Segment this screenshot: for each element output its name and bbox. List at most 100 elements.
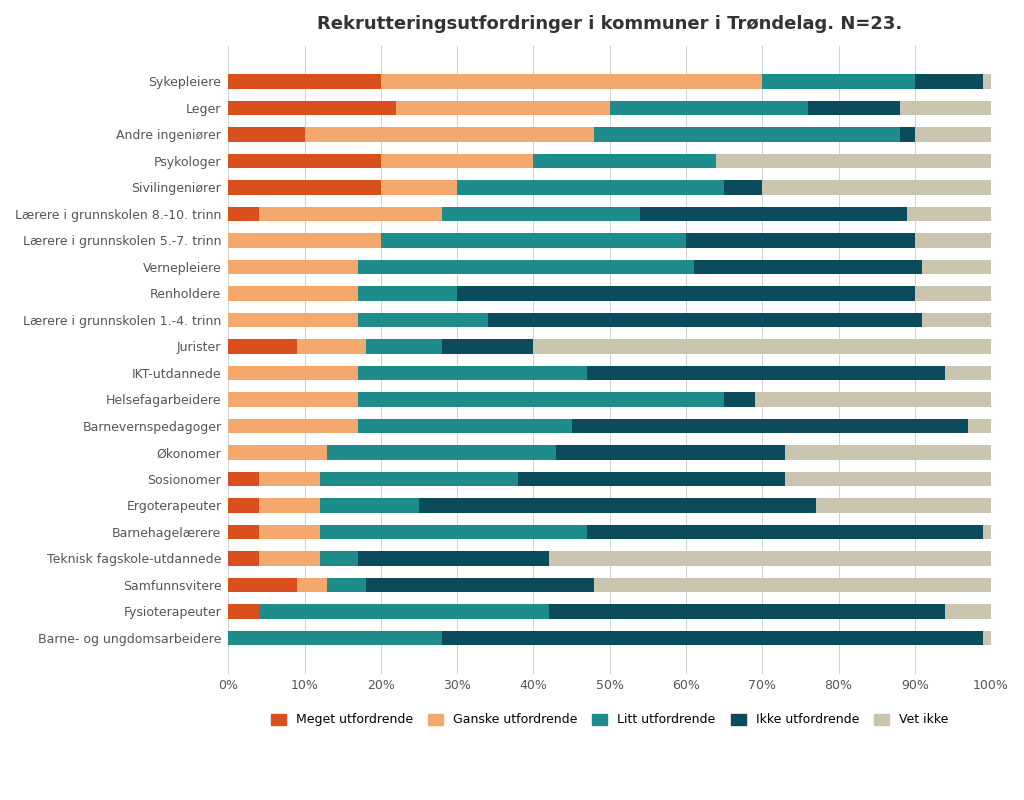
Bar bbox=[983, 74, 991, 89]
Bar bbox=[914, 74, 983, 89]
Bar bbox=[228, 418, 358, 433]
Bar bbox=[549, 551, 991, 566]
Bar bbox=[785, 445, 991, 460]
Bar bbox=[914, 233, 991, 248]
Bar bbox=[366, 339, 442, 354]
Bar bbox=[755, 392, 991, 406]
Bar bbox=[259, 498, 319, 513]
Bar bbox=[724, 392, 755, 406]
Bar bbox=[968, 418, 991, 433]
Bar bbox=[549, 604, 945, 618]
Bar bbox=[717, 154, 991, 168]
Bar bbox=[381, 180, 457, 194]
Bar bbox=[228, 471, 259, 486]
Bar bbox=[259, 604, 549, 618]
Bar bbox=[609, 101, 808, 115]
Bar bbox=[228, 339, 297, 354]
Bar bbox=[358, 366, 587, 380]
Bar bbox=[228, 445, 328, 460]
Bar bbox=[228, 101, 396, 115]
Bar bbox=[228, 233, 381, 248]
Bar bbox=[587, 366, 945, 380]
Bar bbox=[693, 260, 923, 274]
Bar bbox=[923, 313, 991, 327]
Bar bbox=[319, 551, 358, 566]
Bar bbox=[640, 206, 907, 222]
Bar bbox=[304, 127, 595, 142]
Bar bbox=[228, 630, 442, 645]
Bar bbox=[724, 180, 762, 194]
Bar bbox=[595, 578, 991, 592]
Bar bbox=[228, 260, 358, 274]
Bar bbox=[899, 101, 991, 115]
Bar bbox=[442, 630, 983, 645]
Bar bbox=[816, 498, 991, 513]
Title: Rekrutteringsutfordringer i kommuner i Trøndelag. N=23.: Rekrutteringsutfordringer i kommuner i T… bbox=[317, 15, 902, 33]
Bar bbox=[228, 180, 381, 194]
Bar bbox=[358, 551, 549, 566]
Bar bbox=[228, 392, 358, 406]
Bar bbox=[945, 604, 991, 618]
Bar bbox=[328, 578, 366, 592]
Bar bbox=[457, 180, 724, 194]
Bar bbox=[366, 578, 595, 592]
Bar bbox=[228, 127, 304, 142]
Bar bbox=[518, 471, 785, 486]
Bar bbox=[442, 339, 534, 354]
Bar bbox=[259, 551, 319, 566]
Bar bbox=[808, 101, 899, 115]
Legend: Meget utfordrende, Ganske utfordrende, Litt utfordrende, Ikke utfordrende, Vet i: Meget utfordrende, Ganske utfordrende, L… bbox=[267, 710, 952, 730]
Bar bbox=[983, 630, 991, 645]
Bar bbox=[259, 471, 319, 486]
Bar bbox=[381, 233, 686, 248]
Bar bbox=[785, 471, 991, 486]
Bar bbox=[762, 74, 914, 89]
Bar bbox=[358, 260, 693, 274]
Bar bbox=[228, 154, 381, 168]
Bar bbox=[228, 551, 259, 566]
Bar bbox=[914, 286, 991, 301]
Bar bbox=[381, 154, 534, 168]
Bar bbox=[899, 127, 914, 142]
Bar bbox=[328, 445, 556, 460]
Bar bbox=[983, 525, 991, 539]
Bar bbox=[297, 339, 366, 354]
Bar bbox=[914, 127, 991, 142]
Bar bbox=[762, 180, 991, 194]
Bar bbox=[259, 525, 319, 539]
Bar bbox=[534, 339, 991, 354]
Bar bbox=[595, 127, 899, 142]
Bar bbox=[319, 525, 587, 539]
Bar bbox=[534, 154, 717, 168]
Bar bbox=[228, 206, 259, 222]
Bar bbox=[556, 445, 785, 460]
Bar bbox=[587, 525, 983, 539]
Bar bbox=[358, 313, 487, 327]
Bar bbox=[228, 74, 381, 89]
Bar bbox=[228, 366, 358, 380]
Bar bbox=[228, 498, 259, 513]
Bar bbox=[228, 313, 358, 327]
Bar bbox=[358, 418, 571, 433]
Bar bbox=[319, 471, 518, 486]
Bar bbox=[686, 233, 914, 248]
Bar bbox=[907, 206, 991, 222]
Bar bbox=[923, 260, 991, 274]
Bar bbox=[358, 286, 457, 301]
Bar bbox=[487, 313, 923, 327]
Bar bbox=[457, 286, 914, 301]
Bar bbox=[228, 604, 259, 618]
Bar bbox=[259, 206, 442, 222]
Bar bbox=[419, 498, 816, 513]
Bar bbox=[228, 525, 259, 539]
Bar bbox=[358, 392, 724, 406]
Bar bbox=[945, 366, 991, 380]
Bar bbox=[297, 578, 328, 592]
Bar bbox=[319, 498, 419, 513]
Bar bbox=[442, 206, 640, 222]
Bar bbox=[571, 418, 968, 433]
Bar bbox=[228, 578, 297, 592]
Bar bbox=[396, 101, 609, 115]
Bar bbox=[381, 74, 762, 89]
Bar bbox=[228, 286, 358, 301]
